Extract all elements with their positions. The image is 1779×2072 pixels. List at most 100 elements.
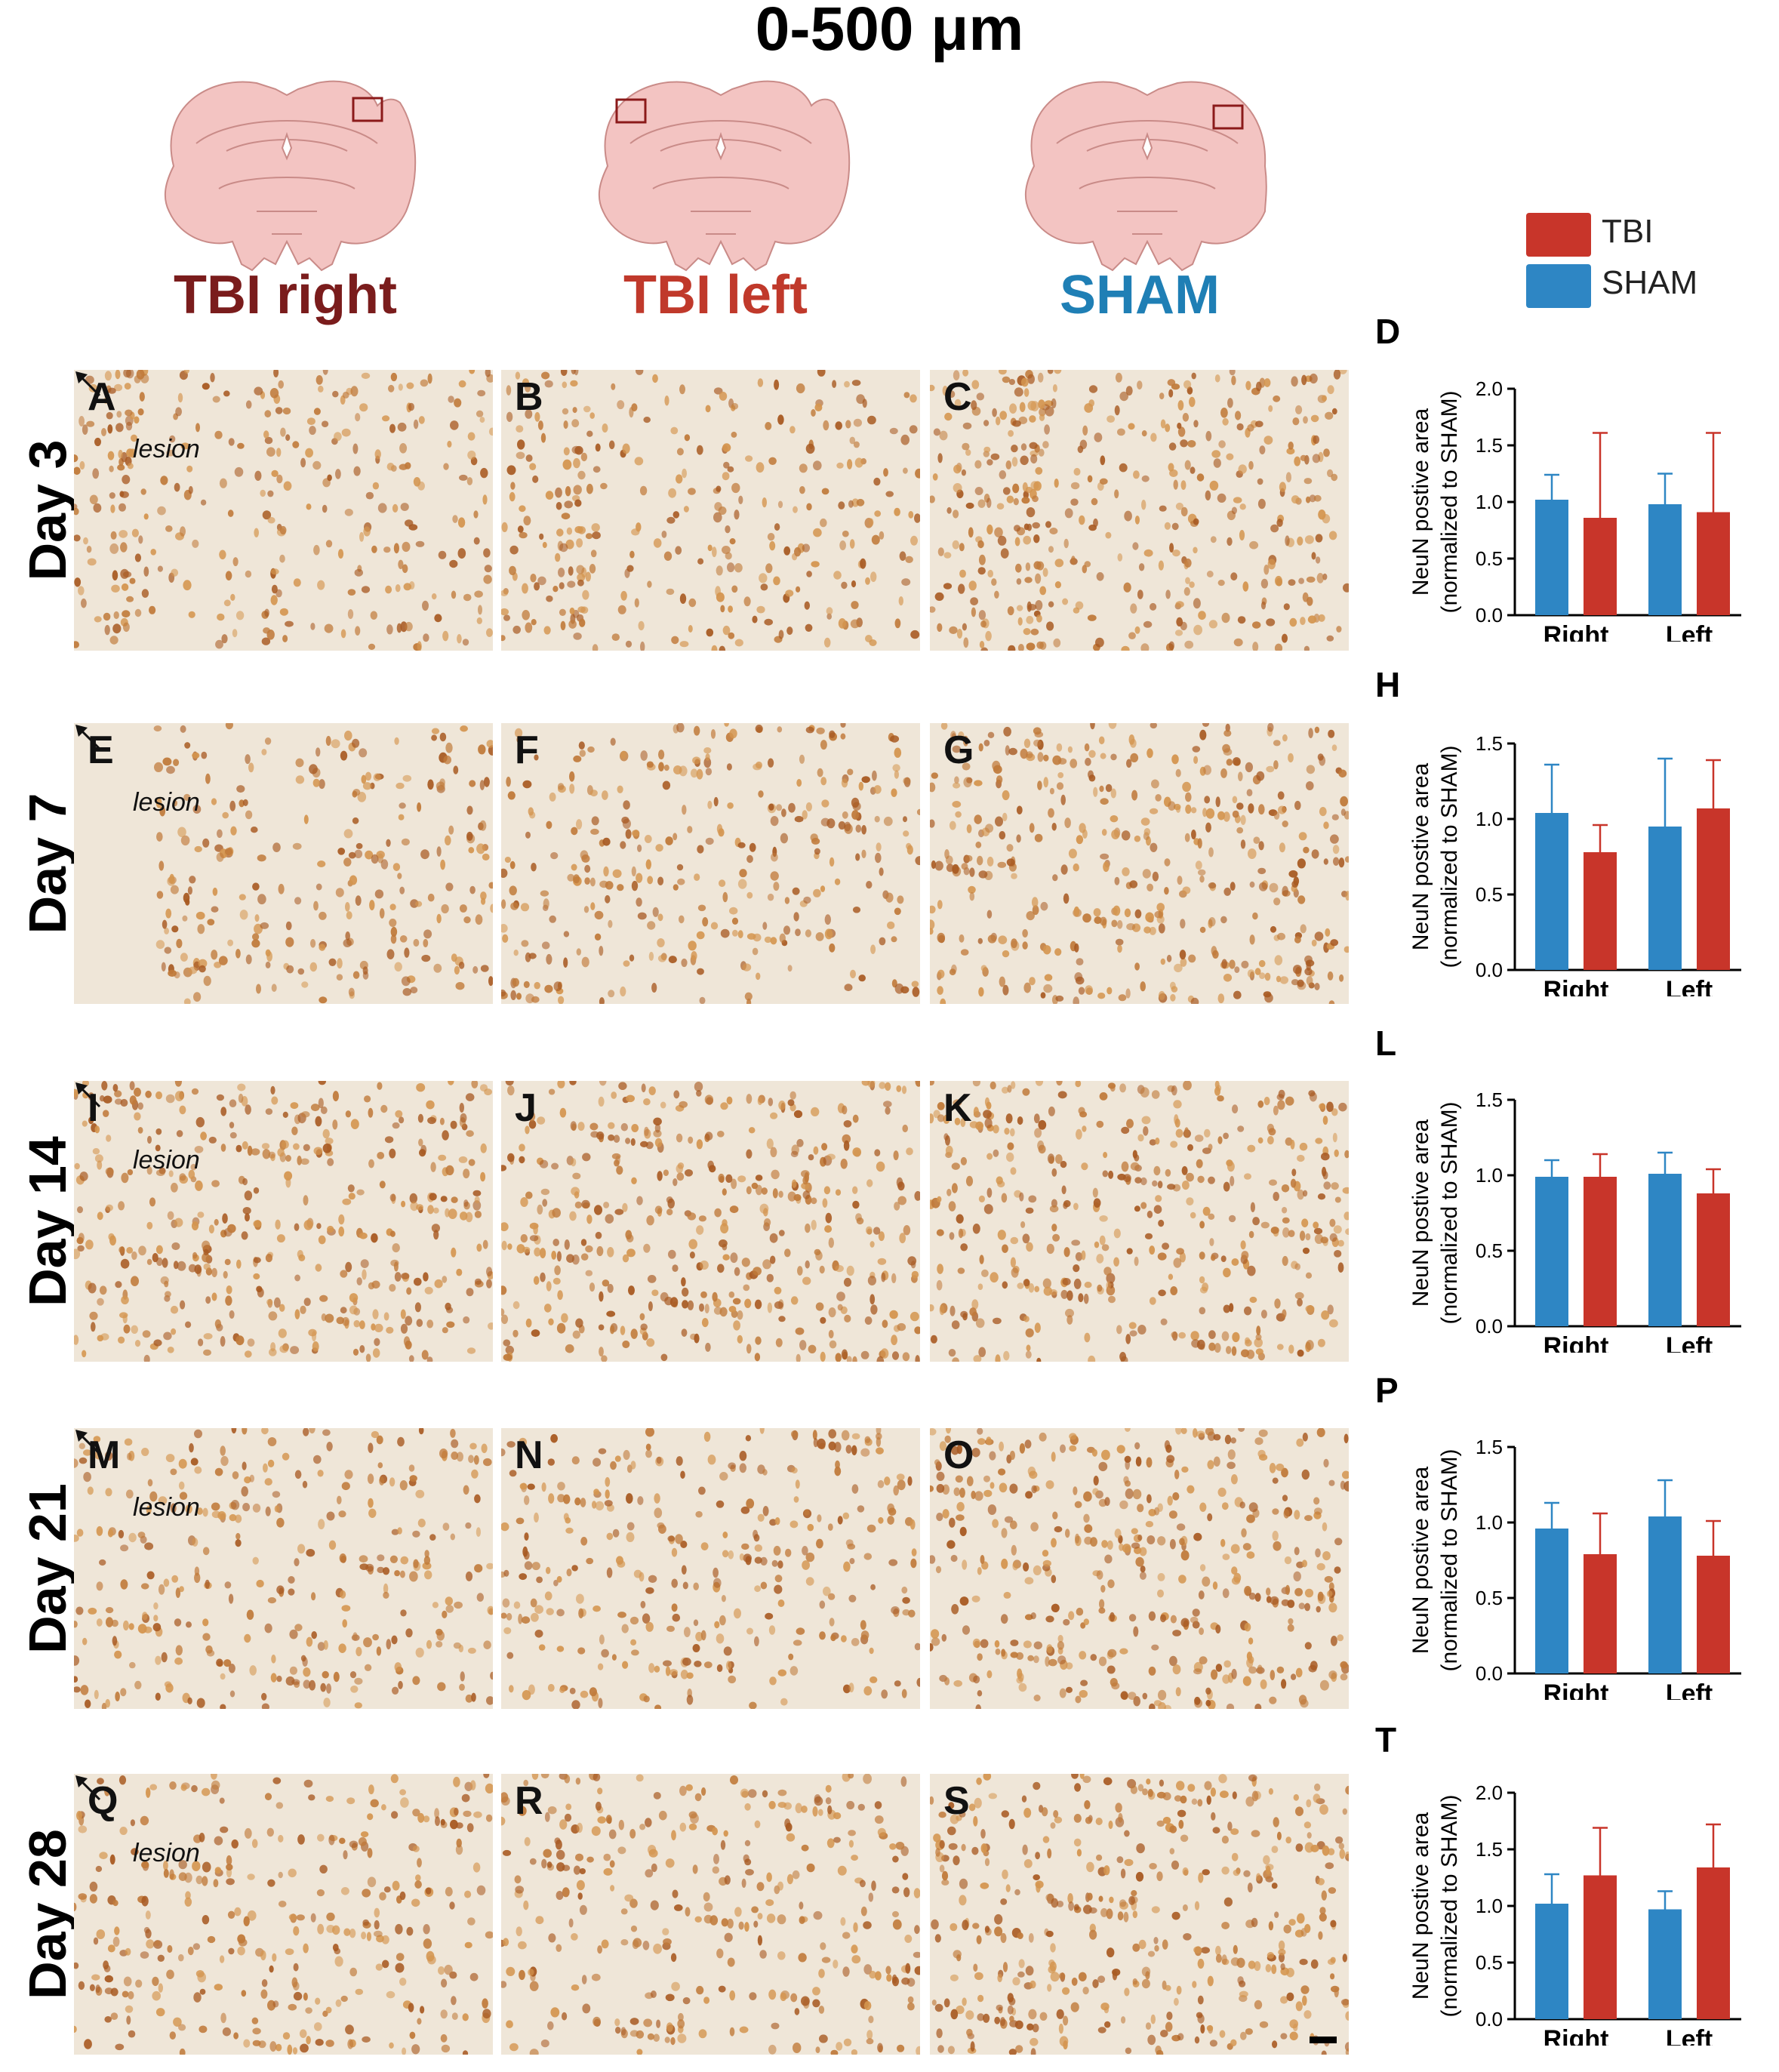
panel-letter: M bbox=[88, 1433, 121, 1477]
bar-tbi bbox=[1697, 1556, 1730, 1673]
y-tick-label: 1.5 bbox=[1476, 434, 1503, 457]
y-tick-label: 0.0 bbox=[1476, 1662, 1503, 1685]
micrograph-panel: C bbox=[930, 370, 1349, 651]
bar-chart-h: NeuN postive area (normalized to SHAM) 0.0… bbox=[1408, 732, 1741, 996]
brain-schematic-sham bbox=[1024, 81, 1267, 272]
chart-letter-p: P bbox=[1375, 1371, 1399, 1410]
chart-letter-d: D bbox=[1375, 312, 1401, 351]
panel-letter: K bbox=[943, 1086, 972, 1130]
y-tick-label: 1.5 bbox=[1476, 732, 1503, 755]
panel-letter: R bbox=[515, 1779, 543, 1823]
panel-letter: Q bbox=[88, 1779, 118, 1823]
y-tick-label: 1.0 bbox=[1476, 1164, 1503, 1187]
x-tick-label: Right bbox=[1544, 621, 1609, 642]
y-tick-label: 0.5 bbox=[1476, 1239, 1503, 1262]
y-tick-label: 0.0 bbox=[1476, 604, 1503, 627]
y-tick-label: 1.0 bbox=[1476, 808, 1503, 830]
y-tick-label: 0.5 bbox=[1476, 1951, 1503, 1974]
bar-tbi bbox=[1697, 512, 1730, 615]
y-tick-label: 1.5 bbox=[1476, 1436, 1503, 1458]
y-tick-label: 2.0 bbox=[1476, 377, 1503, 400]
y-tick-label: 1.5 bbox=[1476, 1088, 1503, 1111]
y-tick-label: 0.5 bbox=[1476, 883, 1503, 906]
bar-sham bbox=[1535, 813, 1568, 970]
x-tick-label: Right bbox=[1544, 976, 1609, 996]
lesion-annotation: lesion bbox=[133, 788, 200, 817]
lesion-arrow-icon bbox=[75, 371, 101, 397]
panel-letter: A bbox=[88, 375, 116, 419]
bar-tbi bbox=[1584, 852, 1617, 970]
micrograph-panel: S bbox=[930, 1774, 1349, 2055]
legend-label-tbi: TBI bbox=[1602, 213, 1654, 250]
lesion-annotation: lesion bbox=[133, 435, 200, 463]
bar-tbi bbox=[1697, 1193, 1730, 1326]
micrograph-panel: O bbox=[930, 1428, 1349, 1709]
column-label-tbi-left: TBI left bbox=[623, 265, 808, 325]
column-label-sham: SHAM bbox=[1060, 265, 1220, 325]
x-tick-label: Right bbox=[1544, 2025, 1609, 2046]
y-axis-label: NeuN postive area bbox=[1408, 408, 1433, 596]
bar-chart-d: NeuN postive area (normalized to SHAM) 0.0… bbox=[1408, 377, 1741, 642]
panel-letter: C bbox=[943, 375, 972, 419]
lesion-annotation: lesion bbox=[133, 1146, 200, 1175]
panel-letter: S bbox=[943, 1779, 970, 1823]
bar-tbi bbox=[1584, 1177, 1617, 1326]
scale-bar bbox=[1310, 2037, 1337, 2043]
lesion-annotation: lesion bbox=[133, 1493, 200, 1522]
chart-letter-h: H bbox=[1375, 665, 1401, 704]
y-axis-label: NeuN postive area bbox=[1408, 1466, 1433, 1654]
y-axis-label: (normalized to SHAM) bbox=[1437, 1101, 1462, 1324]
y-axis-label: (normalized to SHAM) bbox=[1437, 1449, 1462, 1671]
bar-tbi bbox=[1584, 1875, 1617, 2019]
chart-letter-l: L bbox=[1375, 1024, 1397, 1063]
lesion-arrow-icon bbox=[75, 1430, 101, 1455]
bar-sham bbox=[1648, 504, 1682, 615]
legend-swatch-sham bbox=[1526, 264, 1591, 308]
y-tick-label: 1.0 bbox=[1476, 491, 1503, 513]
y-tick-label: 1.0 bbox=[1476, 1511, 1503, 1534]
bar-sham bbox=[1648, 1516, 1682, 1673]
y-axis-label: (normalized to SHAM) bbox=[1437, 390, 1462, 613]
y-tick-label: 0.0 bbox=[1476, 2008, 1503, 2030]
micrograph-panel: J bbox=[501, 1081, 920, 1362]
y-tick-label: 0.0 bbox=[1476, 1315, 1503, 1338]
column-label-tbi-right: TBI right bbox=[174, 265, 397, 325]
brain-schematic-tbi-right bbox=[164, 80, 417, 272]
bar-tbi bbox=[1584, 518, 1617, 615]
micrograph-panel: B bbox=[501, 370, 920, 651]
micrograph-panel: F bbox=[501, 723, 920, 1004]
panel-letter: G bbox=[943, 728, 974, 772]
y-tick-label: 2.0 bbox=[1476, 1781, 1503, 1804]
bar-tbi bbox=[1697, 1867, 1730, 2019]
bar-chart-p: NeuN postive area (normalized to SHAM) 0.0… bbox=[1408, 1436, 1741, 1700]
bar-tbi bbox=[1697, 808, 1730, 970]
y-axis-label: NeuN postive area bbox=[1408, 1812, 1433, 2000]
bar-sham bbox=[1648, 827, 1682, 970]
bar-sham bbox=[1535, 500, 1568, 615]
legend-swatch-tbi bbox=[1526, 213, 1591, 257]
micrograph-panel: N bbox=[501, 1428, 920, 1709]
panel-letter: O bbox=[943, 1433, 974, 1477]
bar-chart-l: NeuN postive area (normalized to SHAM) 0.0… bbox=[1408, 1088, 1741, 1353]
x-tick-label: Right bbox=[1544, 1332, 1609, 1353]
x-tick-label: Left bbox=[1666, 2025, 1713, 2046]
x-tick-label: Left bbox=[1666, 1332, 1713, 1353]
chart-letter-t: T bbox=[1375, 1720, 1397, 1760]
legend-label-sham: SHAM bbox=[1602, 264, 1698, 301]
y-tick-label: 0.0 bbox=[1476, 959, 1503, 981]
panel-letter: E bbox=[88, 728, 114, 772]
micrograph-panel: G bbox=[930, 723, 1349, 1004]
panel-letter: F bbox=[515, 728, 539, 772]
x-tick-label: Right bbox=[1544, 1679, 1609, 1700]
y-axis-label: (normalized to SHAM) bbox=[1437, 745, 1462, 968]
y-axis-label: NeuN postive area bbox=[1408, 762, 1433, 950]
lesion-annotation: lesion bbox=[133, 1839, 200, 1867]
y-axis-label: NeuN postive area bbox=[1408, 1119, 1433, 1307]
bar-sham bbox=[1535, 1529, 1568, 1673]
panel-letter: N bbox=[515, 1433, 543, 1477]
lesion-arrow-icon bbox=[75, 1775, 101, 1801]
